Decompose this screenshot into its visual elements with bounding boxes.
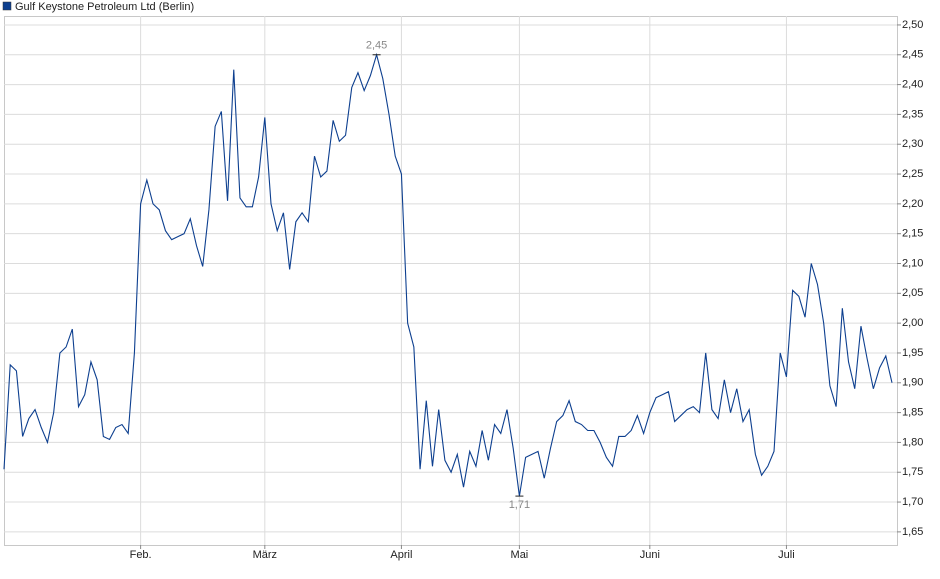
y-tick-label: 2,30 xyxy=(902,138,923,150)
legend-label: Gulf Keystone Petroleum Ltd (Berlin) xyxy=(15,1,194,13)
x-tick-label: März xyxy=(253,549,277,561)
x-tick-label: Juni xyxy=(640,549,660,561)
y-tick-label: 1,95 xyxy=(902,347,923,359)
y-tick-label: 2,25 xyxy=(902,168,923,180)
value-label: 2,45 xyxy=(366,40,387,52)
x-tick-label: Juli xyxy=(778,549,795,561)
legend-swatch xyxy=(2,1,12,11)
y-tick-label: 1,85 xyxy=(902,407,923,419)
value-label: 1,71 xyxy=(509,499,530,511)
y-tick-label: 2,15 xyxy=(902,228,923,240)
y-tick-label: 2,50 xyxy=(902,19,923,31)
y-tick-label: 2,35 xyxy=(902,108,923,120)
y-tick-label: 1,75 xyxy=(902,466,923,478)
y-tick-label: 2,00 xyxy=(902,317,923,329)
x-tick-label: April xyxy=(390,549,412,561)
y-tick-label: 1,80 xyxy=(902,436,923,448)
y-tick-label: 1,90 xyxy=(902,377,923,389)
y-tick-label: 2,10 xyxy=(902,257,923,269)
x-tick-label: Mai xyxy=(511,549,529,561)
y-tick-label: 2,05 xyxy=(902,287,923,299)
price-line xyxy=(3,52,893,497)
x-tick-label: Feb. xyxy=(130,549,152,561)
y-tick-label: 1,70 xyxy=(902,496,923,508)
y-tick-label: 2,45 xyxy=(902,49,923,61)
y-tick-label: 2,40 xyxy=(902,78,923,90)
y-tick-label: 2,20 xyxy=(902,198,923,210)
y-tick-label: 1,65 xyxy=(902,526,923,538)
plot-frame xyxy=(4,16,898,546)
